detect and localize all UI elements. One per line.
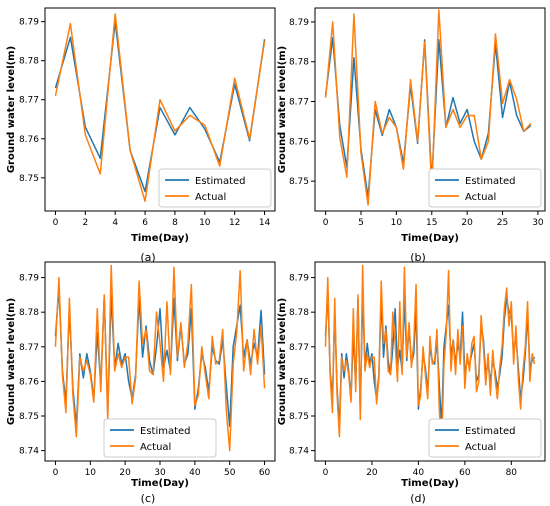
y-tick-label: 8.78 (19, 57, 39, 67)
x-tick-label: 60 (459, 468, 471, 478)
legend-label-actual: Actual (140, 442, 171, 453)
y-tick-label: 8.77 (289, 343, 309, 353)
y-tick-label: 8.78 (289, 308, 309, 318)
y-tick-label: 8.75 (289, 412, 309, 422)
chart-panel: 0 20 40 60 80 8.74 8.75 8.76 8.77 8.78 8.79 Time(Da… (277, 261, 546, 505)
plot-frame (44, 7, 276, 212)
x-tick-label: 14 (259, 218, 271, 228)
y-tick-label: 8.77 (289, 98, 309, 108)
x-tick-label: 6 (142, 218, 148, 228)
x-axis-label: Time(Day) (401, 478, 459, 489)
x-axis-label: Time(Day) (131, 233, 189, 244)
y-tick-label: 8.79 (289, 18, 309, 28)
chart-panel: 0 10 20 30 40 50 60 8.74 8.75 8.76 8.77 8.78 8.79 Tim… (6, 261, 276, 505)
x-tick-label: 40 (413, 468, 425, 478)
y-axis-label: Ground water level(m) (6, 298, 17, 425)
y-tick-label: 8.77 (19, 343, 39, 353)
y-axis-label: Ground water level(m) (277, 298, 288, 425)
legend: Estimated Actual (428, 418, 542, 458)
legend: Estimated Actual (158, 168, 272, 208)
series-line-estimated (54, 287, 266, 428)
series-line-actual (324, 264, 536, 452)
y-tick-label: 8.76 (19, 377, 39, 387)
chart-panel: 0 2 4 6 8 10 12 14 8.75 8.76 8.77 8.78 8.79 Time(Day)… (6, 7, 276, 264)
y-tick-label: 8.79 (19, 274, 39, 284)
panel-label: (c) (141, 492, 156, 505)
y-tick-label: 8.78 (19, 308, 39, 318)
series-line-actual (324, 9, 532, 206)
x-tick-label: 2 (82, 218, 88, 228)
legend-label-actual: Actual (195, 192, 226, 203)
x-tick-label: 60 (259, 468, 271, 478)
y-tick-label: 8.79 (19, 18, 39, 28)
panel-label: (b) (410, 251, 426, 264)
x-axis-label: Time(Day) (131, 478, 189, 489)
plot-frame (314, 261, 546, 462)
plot-frame (314, 7, 546, 212)
panel-label: (d) (410, 492, 426, 505)
legend: Estimated Actual (428, 168, 542, 208)
series-line-actual (54, 264, 266, 452)
series-line-actual (54, 13, 266, 202)
x-tick-label: 50 (224, 468, 236, 478)
y-tick-label: 8.74 (19, 447, 39, 457)
x-tick-label: 10 (85, 468, 97, 478)
x-tick-label: 20 (119, 468, 131, 478)
y-tick-label: 8.77 (19, 96, 39, 106)
x-tick-label: 4 (112, 218, 118, 228)
legend-label-estimated: Estimated (195, 176, 246, 187)
x-tick-label: 80 (506, 468, 518, 478)
x-axis-label: Time(Day) (401, 233, 459, 244)
x-tick-label: 30 (532, 218, 544, 228)
legend-label-estimated: Estimated (140, 426, 191, 437)
x-tick-label: 15 (426, 218, 437, 228)
legend: Estimated Actual (103, 418, 217, 458)
y-tick-label: 8.76 (19, 135, 39, 145)
x-tick-label: 8 (172, 218, 178, 228)
legend-label-estimated: Estimated (465, 176, 516, 187)
chart-panel: 0 5 10 15 20 25 30 8.75 8.76 8.77 8.78 8.79 Time(Day… (277, 7, 546, 264)
legend-box (428, 168, 542, 208)
y-tick-label: 8.75 (19, 174, 39, 184)
y-tick-label: 8.76 (289, 137, 309, 147)
x-tick-label: 20 (366, 468, 378, 478)
legend-label-estimated: Estimated (465, 426, 516, 437)
y-tick-label: 8.78 (289, 58, 309, 68)
y-axis-label: Ground water level(m) (6, 46, 17, 173)
x-tick-label: 20 (461, 218, 473, 228)
y-axis-label: Ground water level(m) (277, 46, 288, 173)
y-tick-label: 8.74 (289, 447, 309, 457)
legend-box (103, 418, 217, 458)
panel-label: (a) (140, 251, 155, 264)
x-tick-label: 10 (199, 218, 211, 228)
x-tick-label: 25 (497, 218, 508, 228)
x-tick-label: 0 (323, 218, 329, 228)
x-tick-label: 12 (229, 218, 240, 228)
y-tick-label: 8.75 (289, 177, 309, 187)
legend-label-actual: Actual (465, 442, 496, 453)
x-tick-label: 0 (53, 218, 59, 228)
y-tick-label: 8.76 (289, 377, 309, 387)
legend-label-actual: Actual (465, 192, 496, 203)
x-tick-label: 40 (189, 468, 201, 478)
y-tick-label: 8.75 (19, 412, 39, 422)
legend-box (428, 418, 542, 458)
legend-box (158, 168, 272, 208)
x-tick-label: 5 (358, 218, 364, 228)
x-tick-label: 0 (53, 468, 59, 478)
x-tick-label: 30 (154, 468, 166, 478)
x-tick-label: 10 (391, 218, 403, 228)
x-tick-label: 0 (323, 468, 329, 478)
y-tick-label: 8.79 (289, 274, 309, 284)
